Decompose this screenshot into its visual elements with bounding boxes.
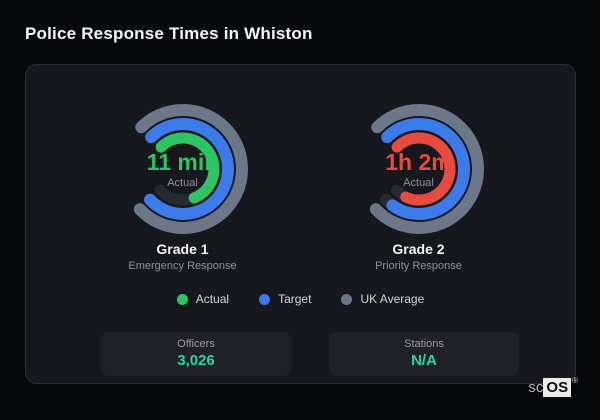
gauge-rings-grade-1: [133, 104, 248, 234]
gauge-subtitle-grade-1: Emergency Response: [128, 260, 237, 272]
legend-item-target[interactable]: Target: [259, 292, 311, 306]
chart-legend: Actual Target UK Average: [26, 292, 575, 306]
gauge-grade-1: 11 min Actual Grade 1 Emergency Response: [83, 99, 283, 272]
legend-dot-actual: [176, 293, 188, 305]
scos-logo: sc OS ®: [528, 376, 578, 397]
gauge-grade-2: 1h 2m Actual Grade 2 Priority Response: [319, 99, 519, 272]
stat-stations: Stations N/A: [329, 332, 519, 376]
gauge-title-grade-2: Grade 2: [392, 241, 445, 257]
registered-trademark-icon: ®: [572, 376, 578, 385]
gauge-chart-grade-1: 11 min Actual: [113, 99, 253, 239]
gauge-title-grade-1: Grade 1: [156, 241, 209, 257]
legend-label-target: Target: [278, 292, 312, 306]
gauge-chart-grade-2: 1h 2m Actual: [349, 99, 489, 239]
gauge-rings-grade-2: [369, 104, 484, 234]
legend-label-uk-average: UK Average: [360, 292, 425, 306]
legend-dot-uk-average: [341, 293, 353, 305]
stat-officers: Officers 3,026: [101, 332, 291, 376]
scos-logo-os: OS: [543, 378, 572, 397]
stat-officers-label: Officers: [177, 338, 215, 350]
gauge-row: 11 min Actual Grade 1 Emergency Response…: [26, 99, 575, 272]
stat-officers-value: 3,026: [177, 352, 215, 369]
legend-item-actual[interactable]: Actual: [176, 292, 230, 306]
page-title: Police Response Times in Whiston: [25, 24, 313, 43]
gauge-subtitle-grade-2: Priority Response: [375, 260, 462, 272]
legend-label-actual: Actual: [195, 292, 230, 306]
legend-dot-target: [259, 293, 271, 305]
response-times-card: 11 min Actual Grade 1 Emergency Response…: [25, 64, 576, 384]
scos-logo-prefix: sc: [528, 379, 544, 396]
stat-stations-label: Stations: [404, 338, 444, 350]
stat-stations-value: N/A: [411, 352, 437, 369]
stats-row: Officers 3,026 Stations N/A: [101, 332, 519, 376]
legend-item-uk-average[interactable]: UK Average: [341, 292, 424, 306]
